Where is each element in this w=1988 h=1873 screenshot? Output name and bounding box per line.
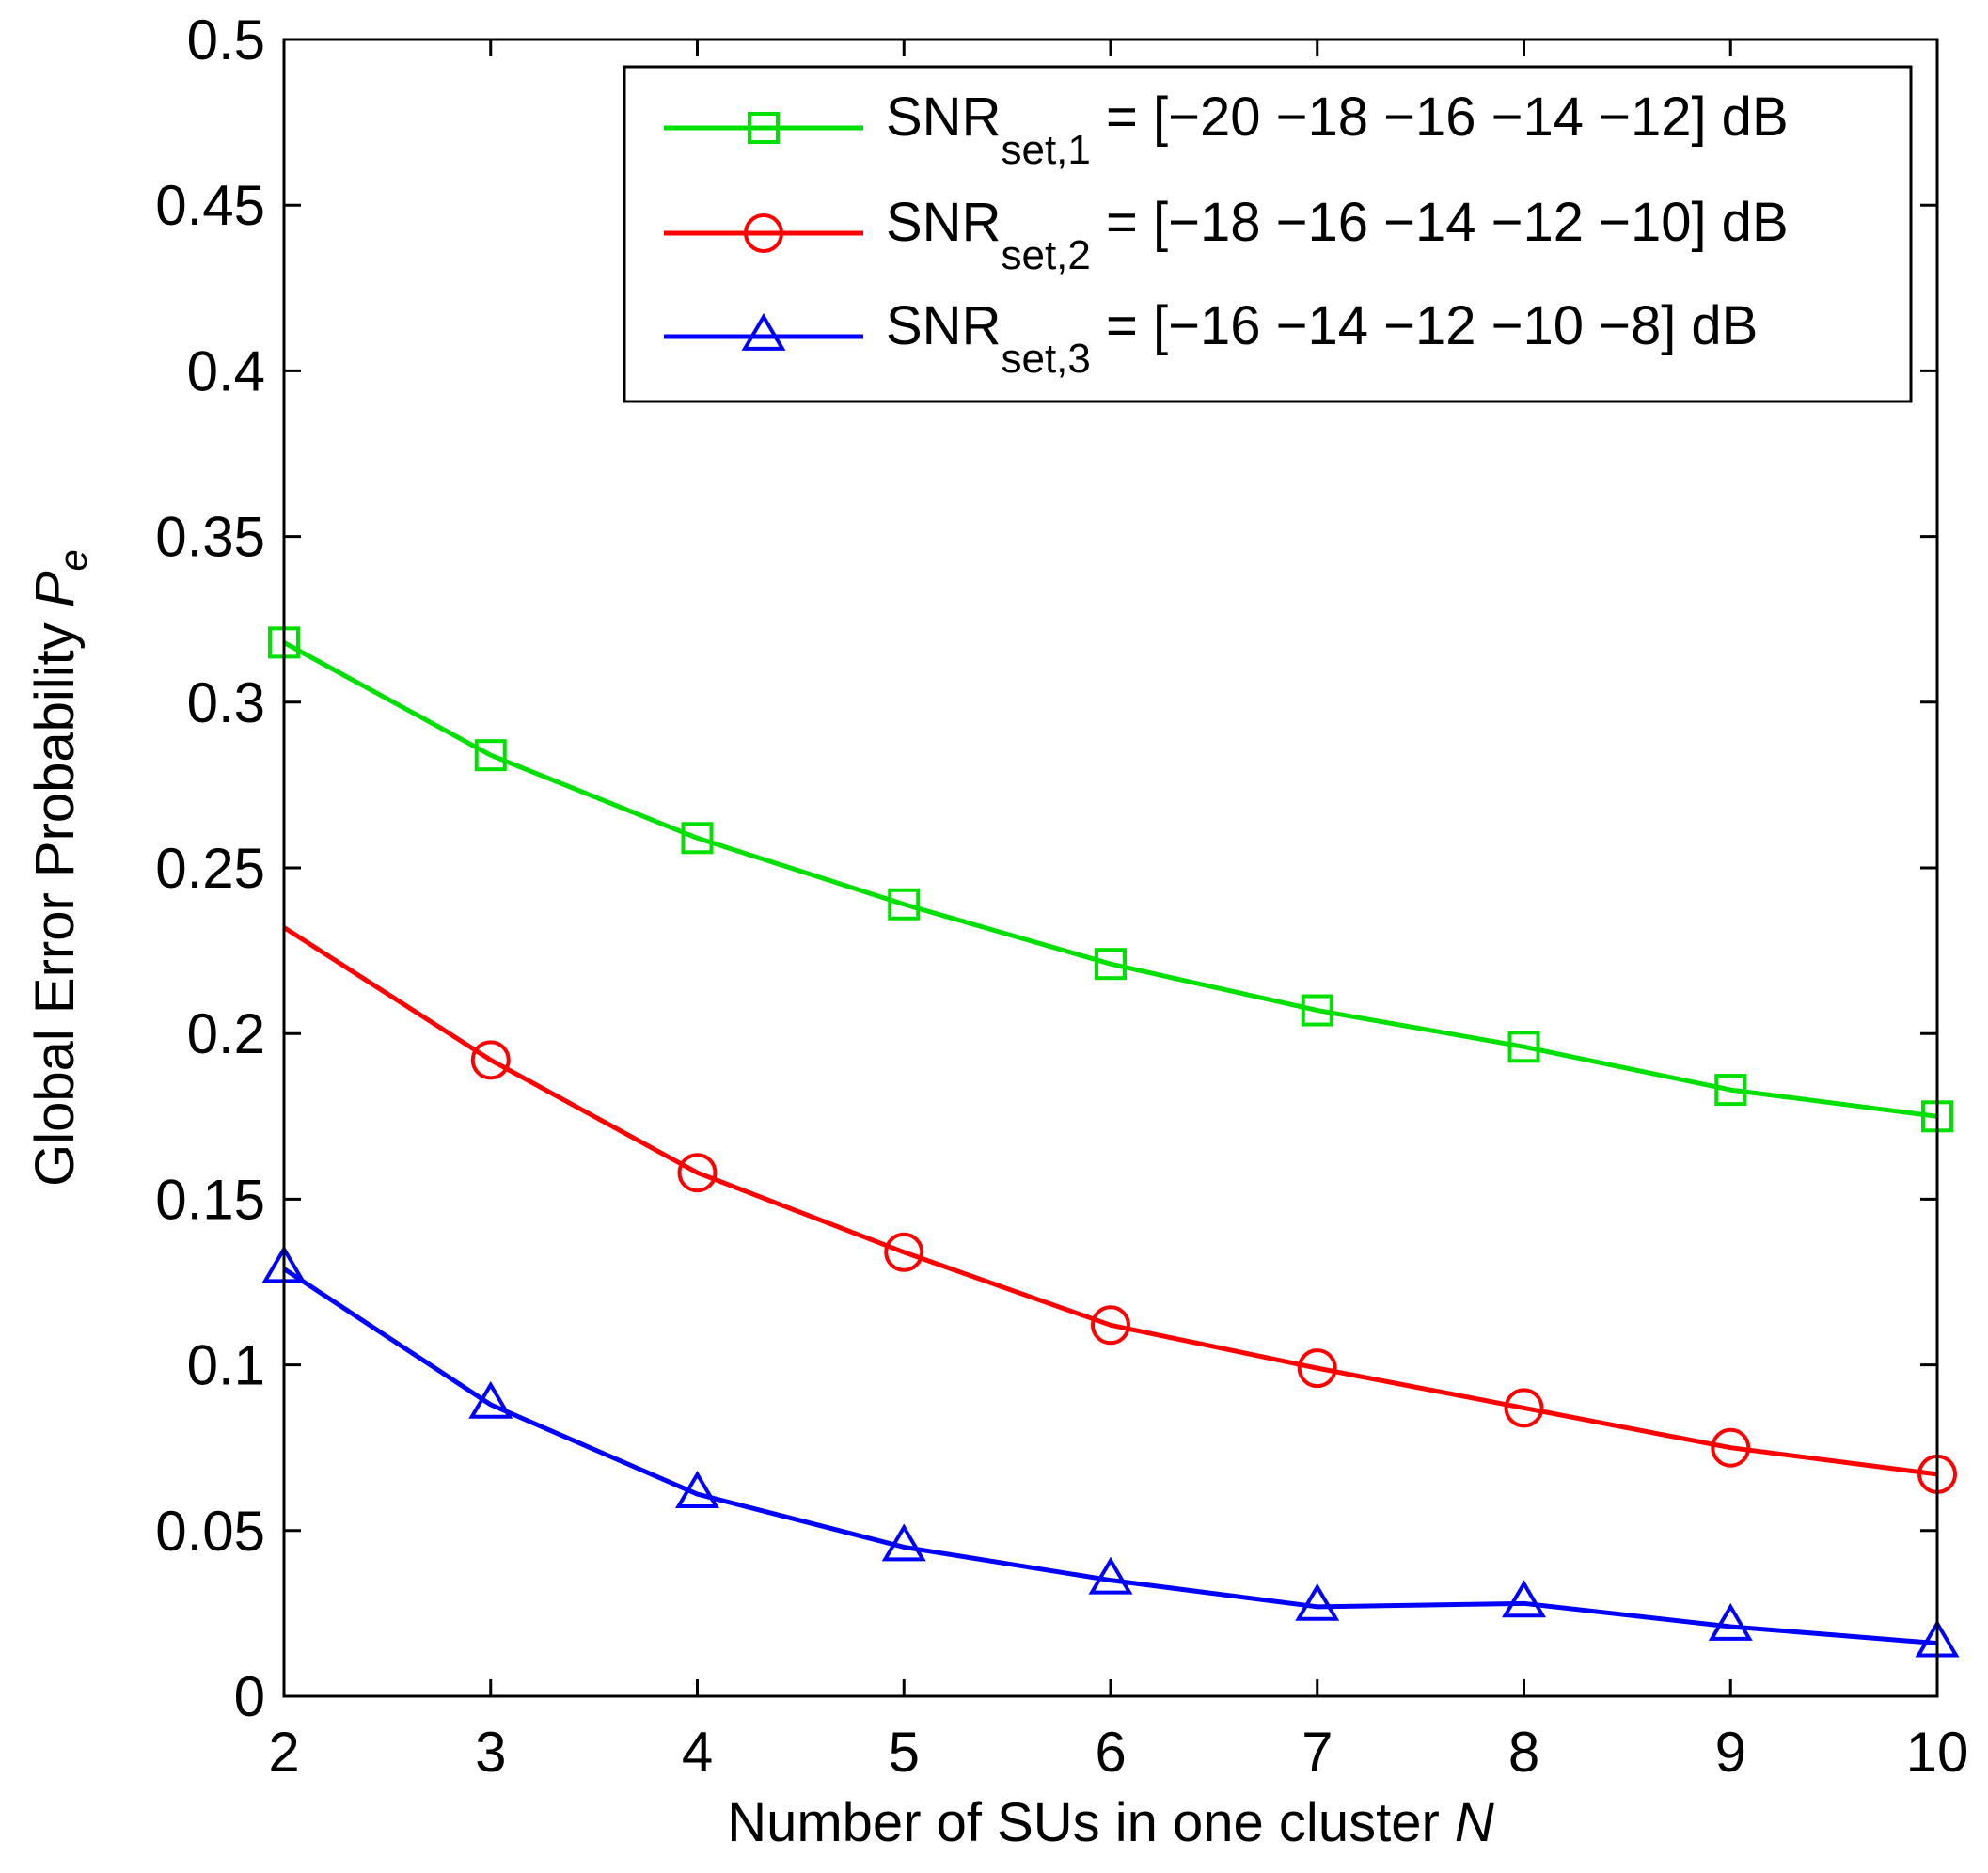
series-2-point: [1711, 1427, 1751, 1468]
series-2-line: [282, 925, 1938, 1477]
legend-entries: SNRset,1 = [−20 −18 −16 −14 −12] dB SNRse…: [664, 87, 1789, 382]
series-3-point: [1088, 1556, 1133, 1595]
series-2-point: [1504, 1388, 1544, 1428]
legend-marker-2: [744, 213, 783, 253]
y-tick-label: 0: [234, 1665, 265, 1728]
series-2-point: [1297, 1348, 1337, 1389]
series-1-point: [1095, 948, 1127, 981]
x-axis-label: Number of SUs in one cluster N: [727, 1792, 1494, 1853]
y-tick-label: 0.05: [155, 1500, 265, 1563]
x-tick-label: 8: [1508, 1721, 1539, 1784]
legend-marker-3: [741, 312, 786, 351]
y-tick-label: 0.3: [187, 671, 265, 734]
series-2-point: [1091, 1305, 1130, 1346]
series-1-point: [474, 739, 507, 772]
series-1-point: [1507, 1031, 1540, 1063]
x-tick-label: 4: [682, 1721, 713, 1784]
series-2-point: [470, 1040, 511, 1080]
y-tick-label: 0.25: [155, 837, 265, 900]
y-tick-label: 0.35: [155, 506, 265, 569]
series-1-point: [888, 888, 921, 921]
series-2-point: [884, 1232, 924, 1272]
y-tick-label: 0.15: [155, 1168, 265, 1231]
legend-marker-1: [748, 112, 780, 144]
series-2-point: [677, 1153, 718, 1193]
series-3-point: [1708, 1602, 1753, 1641]
legend-entry-2: SNRset,2 = [−18 −16 −14 −12 −10] dB: [664, 192, 1789, 278]
legend-label-1: SNRset,1 = [−20 −18 −16 −14 −12] dB: [886, 87, 1789, 173]
series-3-point: [881, 1523, 926, 1562]
series-1-point: [681, 822, 714, 855]
series-3-point: [675, 1471, 719, 1508]
legend-label-2: SNRset,2 = [−18 −16 −14 −12 −10] dB: [886, 192, 1789, 278]
x-tick-label: 10: [1906, 1721, 1969, 1784]
series-3-point: [1502, 1580, 1546, 1618]
series-1-point: [1301, 994, 1333, 1027]
legend-entry-3: SNRset,3 = [−16 −14 −12 −10 −8] dB: [664, 295, 1758, 382]
x-tick-label: 7: [1302, 1721, 1333, 1784]
legend-label-3: SNRset,3 = [−16 −14 −12 −10 −8] dB: [886, 295, 1758, 382]
x-tick-label: 6: [1095, 1721, 1126, 1784]
x-tick-label: 2: [268, 1721, 299, 1784]
x-tick-label: 3: [475, 1721, 506, 1784]
tick-labels: 0 0.05 0.1 0.15 0.2 0.25 0.3 0.35 0.4 0.45 0.5 2 3 4 5…: [155, 8, 1968, 1784]
series-1-point: [1714, 1074, 1747, 1107]
y-tick-label: 0.5: [187, 8, 265, 71]
series-3-point: [1295, 1582, 1340, 1621]
series-group: [261, 626, 1960, 1658]
series-1-line: [282, 640, 1938, 1119]
series-2: [282, 925, 1957, 1494]
y-axis-label: Global Error Probability Pe: [24, 549, 95, 1187]
plot-frame: [282, 38, 1939, 1698]
y-tick-label: 0.45: [155, 174, 265, 237]
x-tick-label: 5: [889, 1721, 920, 1784]
series-3-point: [468, 1380, 513, 1419]
y-tick-label: 0.2: [187, 1002, 265, 1065]
series-3-line: [282, 1267, 1938, 1646]
y-tick-label: 0.1: [187, 1334, 265, 1397]
legend: SNRset,1 = [−20 −18 −16 −14 −12] dB SNRse…: [623, 65, 1913, 403]
y-tick-label: 0.4: [187, 339, 265, 402]
x-tick-label: 9: [1715, 1721, 1746, 1784]
legend-entry-1: SNRset,1 = [−20 −18 −16 −14 −12] dB: [664, 87, 1789, 173]
